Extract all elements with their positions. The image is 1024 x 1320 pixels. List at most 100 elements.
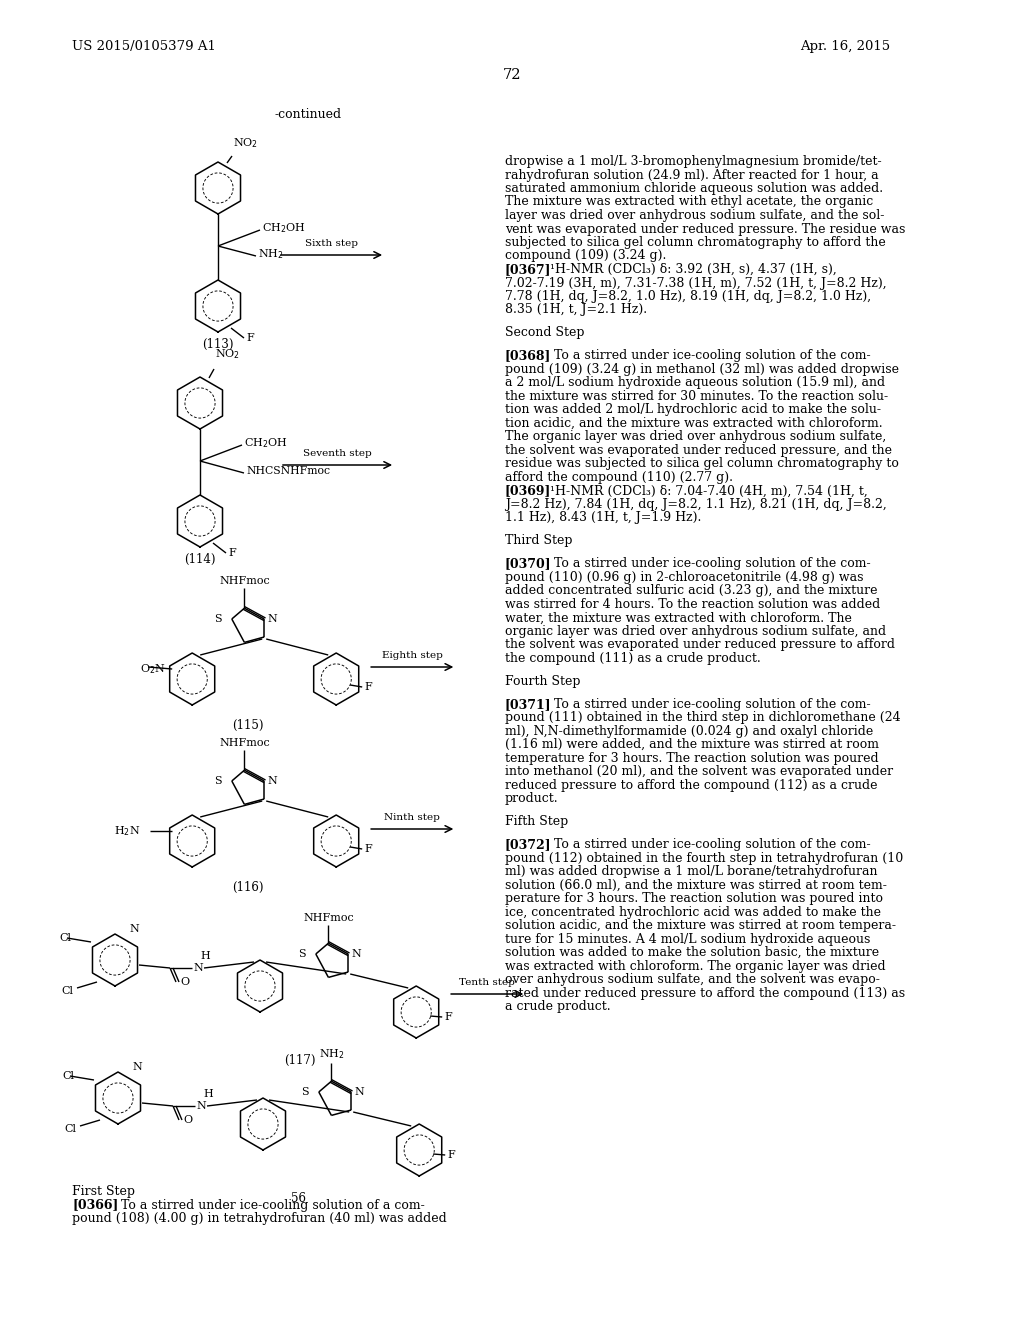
- Text: F: F: [365, 843, 372, 854]
- Text: ml), N,N-dimethylformamide (0.024 g) and oxalyl chloride: ml), N,N-dimethylformamide (0.024 g) and…: [505, 725, 873, 738]
- Text: residue was subjected to silica gel column chromatography to: residue was subjected to silica gel colu…: [505, 458, 899, 470]
- Text: was stirred for 4 hours. To the reaction solution was added: was stirred for 4 hours. To the reaction…: [505, 598, 881, 611]
- Text: temperature for 3 hours. The reaction solution was poured: temperature for 3 hours. The reaction so…: [505, 751, 879, 764]
- Text: ml) was added dropwise a 1 mol/L borane/tetrahydrofuran: ml) was added dropwise a 1 mol/L borane/…: [505, 865, 878, 878]
- Text: -continued: -continued: [274, 108, 342, 121]
- Text: the solvent was evaporated under reduced pressure, and the: the solvent was evaporated under reduced…: [505, 444, 892, 457]
- Text: F: F: [246, 333, 254, 343]
- Text: pound (111) obtained in the third step in dichloromethane (24: pound (111) obtained in the third step i…: [505, 711, 901, 725]
- Text: F: F: [447, 1150, 455, 1160]
- Text: into methanol (20 ml), and the solvent was evaporated under: into methanol (20 ml), and the solvent w…: [505, 766, 893, 779]
- Text: S: S: [214, 614, 222, 624]
- Text: [0371]: [0371]: [505, 698, 552, 710]
- Text: (113): (113): [203, 338, 233, 351]
- Text: ice, concentrated hydrochloric acid was added to make the: ice, concentrated hydrochloric acid was …: [505, 906, 881, 919]
- Text: rated under reduced pressure to afford the compound (113) as: rated under reduced pressure to afford t…: [505, 986, 905, 999]
- Text: (115): (115): [232, 719, 264, 733]
- Text: S: S: [301, 1086, 309, 1097]
- Text: 7.02-7.19 (3H, m), 7.31-7.38 (1H, m), 7.52 (1H, t, J=8.2 Hz),: 7.02-7.19 (3H, m), 7.31-7.38 (1H, m), 7.…: [505, 276, 887, 289]
- Text: Apr. 16, 2015: Apr. 16, 2015: [800, 40, 890, 53]
- Text: water, the mixture was extracted with chloroform. The: water, the mixture was extracted with ch…: [505, 611, 852, 624]
- Text: Cl: Cl: [63, 1125, 76, 1134]
- Text: afford the compound (110) (2.77 g).: afford the compound (110) (2.77 g).: [505, 471, 733, 484]
- Text: over anhydrous sodium sulfate, and the solvent was evapo-: over anhydrous sodium sulfate, and the s…: [505, 973, 880, 986]
- Text: N: N: [132, 1063, 141, 1072]
- Text: [0372]: [0372]: [505, 838, 552, 851]
- Text: pound (108) (4.00 g) in tetrahydrofuran (40 ml) was added: pound (108) (4.00 g) in tetrahydrofuran …: [72, 1212, 446, 1225]
- Text: 56: 56: [291, 1192, 305, 1205]
- Text: NH$_2$: NH$_2$: [318, 1047, 344, 1061]
- Text: (116): (116): [232, 880, 264, 894]
- Text: NO$_2$: NO$_2$: [233, 136, 258, 150]
- Text: Seventh step: Seventh step: [303, 449, 372, 458]
- Text: (1.16 ml) were added, and the mixture was stirred at room: (1.16 ml) were added, and the mixture wa…: [505, 738, 879, 751]
- Text: H$_2$N: H$_2$N: [114, 824, 140, 838]
- Text: Second Step: Second Step: [505, 326, 585, 339]
- Text: The organic layer was dried over anhydrous sodium sulfate,: The organic layer was dried over anhydro…: [505, 430, 886, 444]
- Text: solution (66.0 ml), and the mixture was stirred at room tem-: solution (66.0 ml), and the mixture was …: [505, 879, 887, 891]
- Text: Third Step: Third Step: [505, 535, 572, 548]
- Text: a crude product.: a crude product.: [505, 1001, 610, 1014]
- Text: tion acidic, and the mixture was extracted with chloroform.: tion acidic, and the mixture was extract…: [505, 417, 883, 430]
- Text: F: F: [444, 1012, 452, 1022]
- Text: To a stirred under ice-cooling solution of the com-: To a stirred under ice-cooling solution …: [539, 698, 871, 710]
- Text: Cl: Cl: [62, 1071, 74, 1081]
- Text: H: H: [200, 950, 210, 961]
- Text: pound (109) (3.24 g) in methanol (32 ml) was added dropwise: pound (109) (3.24 g) in methanol (32 ml)…: [505, 363, 899, 376]
- Text: CH$_2$OH: CH$_2$OH: [244, 436, 288, 450]
- Text: the solvent was evaporated under reduced pressure to afford: the solvent was evaporated under reduced…: [505, 639, 895, 651]
- Text: [0366]: [0366]: [72, 1199, 119, 1212]
- Text: perature for 3 hours. The reaction solution was poured into: perature for 3 hours. The reaction solut…: [505, 892, 883, 906]
- Text: (114): (114): [184, 553, 216, 566]
- Text: solution acidic, and the mixture was stirred at room tempera-: solution acidic, and the mixture was sti…: [505, 919, 896, 932]
- Text: ture for 15 minutes. A 4 mol/L sodium hydroxide aqueous: ture for 15 minutes. A 4 mol/L sodium hy…: [505, 933, 870, 945]
- Text: N: N: [196, 1101, 206, 1111]
- Text: S: S: [298, 949, 306, 960]
- Text: solution was added to make the solution basic, the mixture: solution was added to make the solution …: [505, 946, 880, 960]
- Text: N: N: [351, 949, 360, 960]
- Text: pound (112) obtained in the fourth step in tetrahydrofuran (10: pound (112) obtained in the fourth step …: [505, 851, 903, 865]
- Text: N: N: [267, 614, 276, 624]
- Text: N: N: [267, 776, 276, 785]
- Text: ¹H-NMR (CDCl₃) δ: 3.92 (3H, s), 4.37 (1H, s),: ¹H-NMR (CDCl₃) δ: 3.92 (3H, s), 4.37 (1H…: [539, 263, 837, 276]
- Text: [0369]: [0369]: [505, 484, 551, 498]
- Text: N: N: [193, 964, 203, 973]
- Text: dropwise a 1 mol/L 3-bromophenylmagnesium bromide/tet-: dropwise a 1 mol/L 3-bromophenylmagnesiu…: [505, 154, 882, 168]
- Text: NHFmoc: NHFmoc: [303, 913, 353, 923]
- Text: Ninth step: Ninth step: [384, 813, 440, 822]
- Text: rahydrofuran solution (24.9 ml). After reacted for 1 hour, a: rahydrofuran solution (24.9 ml). After r…: [505, 169, 879, 181]
- Text: pound (110) (0.96 g) in 2-chloroacetonitrile (4.98 g) was: pound (110) (0.96 g) in 2-chloroacetonit…: [505, 570, 863, 583]
- Text: 72: 72: [503, 69, 521, 82]
- Text: US 2015/0105379 A1: US 2015/0105379 A1: [72, 40, 216, 53]
- Text: [0368]: [0368]: [505, 350, 551, 363]
- Text: To a stirred under ice-cooling solution of the com-: To a stirred under ice-cooling solution …: [539, 557, 871, 570]
- Text: NHCSNHFmoc: NHCSNHFmoc: [246, 466, 330, 477]
- Text: First Step: First Step: [72, 1185, 135, 1199]
- Text: layer was dried over anhydrous sodium sulfate, and the sol-: layer was dried over anhydrous sodium su…: [505, 209, 885, 222]
- Text: NHFmoc: NHFmoc: [219, 738, 269, 748]
- Text: J=8.2 Hz), 7.84 (1H, dq, J=8.2, 1.1 Hz), 8.21 (1H, dq, J=8.2,: J=8.2 Hz), 7.84 (1H, dq, J=8.2, 1.1 Hz),…: [505, 498, 887, 511]
- Text: was extracted with chloroform. The organic layer was dried: was extracted with chloroform. The organ…: [505, 960, 886, 973]
- Text: [0370]: [0370]: [505, 557, 552, 570]
- Text: H: H: [203, 1089, 213, 1100]
- Text: S: S: [214, 776, 222, 785]
- Text: reduced pressure to afford the compound (112) as a crude: reduced pressure to afford the compound …: [505, 779, 878, 792]
- Text: NO$_2$: NO$_2$: [215, 347, 240, 360]
- Text: Sixth step: Sixth step: [305, 239, 358, 248]
- Text: saturated ammonium chloride aqueous solution was added.: saturated ammonium chloride aqueous solu…: [505, 182, 883, 195]
- Text: Tenth step: Tenth step: [459, 978, 515, 987]
- Text: To a stirred under ice-cooling solution of the com-: To a stirred under ice-cooling solution …: [539, 838, 871, 851]
- Text: product.: product.: [505, 792, 559, 805]
- Text: tion was added 2 mol/L hydrochloric acid to make the solu-: tion was added 2 mol/L hydrochloric acid…: [505, 404, 881, 416]
- Text: Eighth step: Eighth step: [382, 651, 442, 660]
- Text: CH$_2$OH: CH$_2$OH: [262, 220, 306, 235]
- Text: N: N: [129, 924, 138, 935]
- Text: a 2 mol/L sodium hydroxide aqueous solution (15.9 ml), and: a 2 mol/L sodium hydroxide aqueous solut…: [505, 376, 885, 389]
- Text: O: O: [180, 977, 189, 987]
- Text: vent was evaporated under reduced pressure. The residue was: vent was evaporated under reduced pressu…: [505, 223, 905, 235]
- Text: NHFmoc: NHFmoc: [219, 577, 269, 586]
- Text: O$_2$N: O$_2$N: [140, 663, 166, 676]
- Text: 1.1 Hz), 8.43 (1H, t, J=1.9 Hz).: 1.1 Hz), 8.43 (1H, t, J=1.9 Hz).: [505, 511, 701, 524]
- Text: N: N: [354, 1086, 364, 1097]
- Text: [0367]: [0367]: [505, 263, 552, 276]
